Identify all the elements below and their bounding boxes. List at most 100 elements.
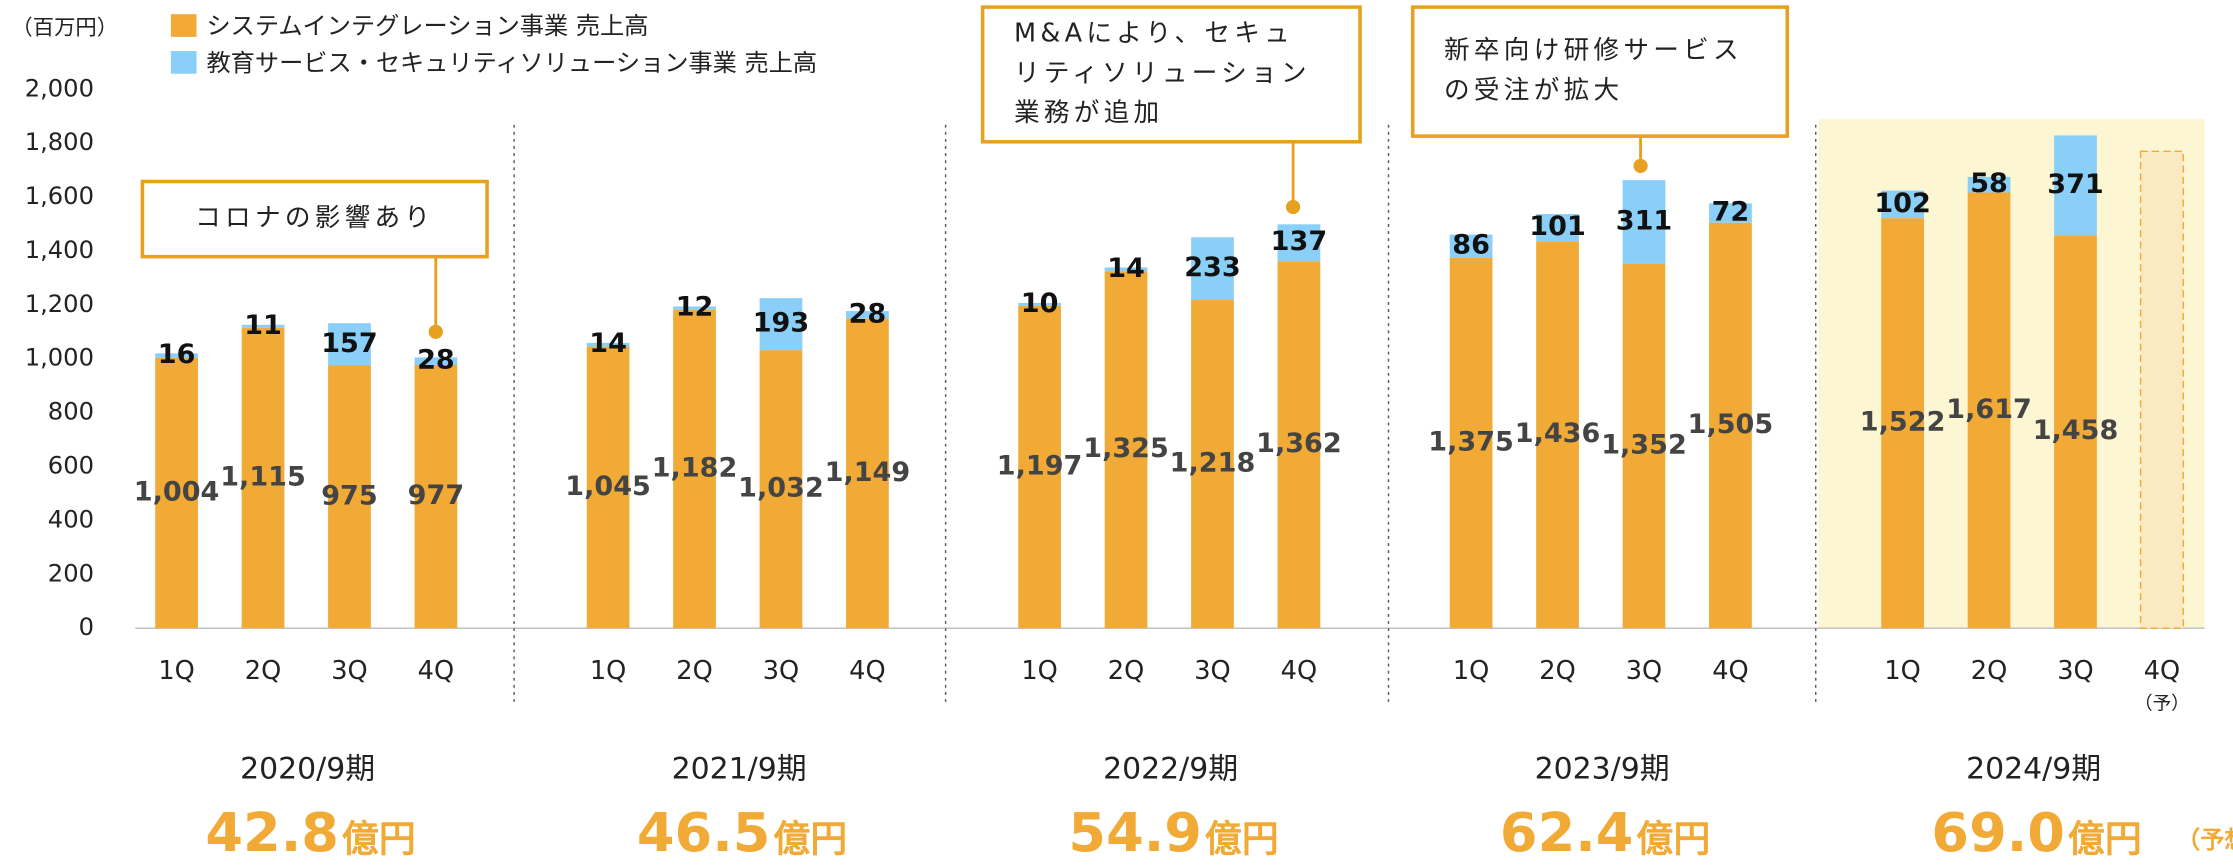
bar-segment xyxy=(155,353,198,358)
bar-segment xyxy=(155,357,198,629)
data-label: 975 xyxy=(321,480,377,511)
x-tick-label: 3Q xyxy=(763,656,799,686)
bar-segment xyxy=(1536,241,1579,629)
bar-segment xyxy=(1881,190,1924,219)
y-tick-label: 2,000 xyxy=(25,74,94,102)
callout-box xyxy=(140,179,489,259)
bar-segment xyxy=(1277,224,1321,262)
data-label: 1,032 xyxy=(738,473,824,504)
x-tick-label: 2Q xyxy=(1971,656,2007,686)
bar-segment xyxy=(1709,222,1752,629)
data-label: 1,617 xyxy=(1946,394,2032,425)
data-label: 1,522 xyxy=(1860,407,1946,438)
data-label: 977 xyxy=(408,480,464,511)
data-label: 1,375 xyxy=(1428,426,1514,457)
bar-segment xyxy=(1191,300,1234,629)
data-label: 102 xyxy=(1874,188,1930,219)
bar-segment xyxy=(846,318,889,629)
data-label: 371 xyxy=(2047,169,2103,200)
bar-segment xyxy=(1277,261,1321,629)
data-label: 14 xyxy=(1107,253,1145,284)
data-label: 137 xyxy=(1271,226,1327,257)
data-label: 233 xyxy=(1184,252,1240,283)
callout-text: コロナの影響あり xyxy=(195,203,434,233)
callout-text: 新卒向け研修サービス xyxy=(1444,36,1743,66)
period-unit: 億円 xyxy=(773,817,847,860)
data-label: 101 xyxy=(1529,211,1585,242)
x-tick-label: 2Q xyxy=(1539,656,1575,686)
bar-segment xyxy=(1104,271,1148,629)
data-label: 1,505 xyxy=(1688,409,1774,440)
period-label: 2023/9期 xyxy=(1535,752,1670,787)
bar-segment xyxy=(846,311,889,319)
period-total: 69.0 xyxy=(1931,801,2065,864)
callout-dot xyxy=(1285,199,1301,215)
x-tick-label: 3Q xyxy=(2057,656,2093,686)
bar-segment xyxy=(1967,176,2011,193)
data-label: 28 xyxy=(849,298,887,329)
bar-segment xyxy=(1018,302,1061,306)
period-total: 42.8 xyxy=(205,801,339,864)
y-tick-label: 1,400 xyxy=(25,236,94,264)
legend-label: システムインテグレーション事業 売上高 xyxy=(206,12,648,40)
legend-swatch xyxy=(170,14,197,37)
callout-dot xyxy=(428,324,443,339)
y-tick-label: 1,200 xyxy=(25,290,94,318)
data-label: 1,149 xyxy=(825,457,911,488)
y-tick-label: 0 xyxy=(79,613,94,641)
legend-swatch xyxy=(170,51,197,74)
bar-segment xyxy=(1967,192,2011,629)
x-tick-label: 4Q xyxy=(849,656,885,686)
callout-text: の受注が拡大 xyxy=(1444,75,1623,105)
y-tick-label: 1,600 xyxy=(25,182,94,210)
period-total: 54.9 xyxy=(1068,801,1202,864)
bar-segment xyxy=(2054,135,2097,236)
bar-segment xyxy=(673,309,716,629)
callout-text: M&Aにより、セキュ xyxy=(1014,19,1294,49)
x-tick-label: 4Q xyxy=(1712,656,1748,686)
data-label: 1,352 xyxy=(1601,430,1687,461)
data-label: 12 xyxy=(676,292,714,323)
bar-segment xyxy=(1104,267,1148,272)
x-tick-label: 4Q xyxy=(418,656,454,686)
data-label: 72 xyxy=(1712,197,1750,228)
y-tick-label: 200 xyxy=(48,559,94,587)
data-label: 1,458 xyxy=(2033,415,2119,446)
x-tick-label: 3Q xyxy=(1626,656,1662,686)
bar-segment xyxy=(1018,305,1061,629)
forecast-note: （予） xyxy=(2134,694,2190,715)
bar-segment xyxy=(759,298,803,351)
period-unit: 億円 xyxy=(342,817,416,860)
data-label: 1,325 xyxy=(1083,433,1169,464)
bar-segment xyxy=(673,306,716,310)
x-tick-label: 1Q xyxy=(158,656,194,686)
data-label: 1,182 xyxy=(652,452,738,483)
data-label: 16 xyxy=(158,339,196,370)
bar-segment xyxy=(1622,180,1666,264)
period-total: 62.4 xyxy=(1500,801,1634,864)
bar-segment xyxy=(1536,214,1579,242)
data-label: 10 xyxy=(1021,288,1059,319)
data-label: 1,197 xyxy=(997,450,1083,481)
x-tick-label: 1Q xyxy=(590,656,626,686)
data-label: 11 xyxy=(244,310,282,341)
x-tick-label: 3Q xyxy=(331,656,367,686)
x-tick-label: 1Q xyxy=(1884,656,1920,686)
y-tick-label: 1,800 xyxy=(25,128,94,156)
data-label: 58 xyxy=(1970,168,2008,199)
period-label: 2024/9期 xyxy=(1966,752,2101,787)
legend-label: 教育サービス・セキュリティソリューション事業 売上高 xyxy=(206,49,817,77)
x-tick-label: 2Q xyxy=(1108,656,1144,686)
data-label: 1,045 xyxy=(565,471,651,502)
bar-segment xyxy=(1449,257,1493,629)
bar-segment xyxy=(1191,237,1234,301)
x-tick-label: 2Q xyxy=(245,656,281,686)
x-tick-label: 4Q xyxy=(1281,656,1317,686)
bar-segment xyxy=(328,365,371,629)
data-label: 1,218 xyxy=(1170,448,1256,479)
y-tick-label: 800 xyxy=(48,398,94,426)
callout-dot xyxy=(1633,158,1648,173)
x-tick-label: 1Q xyxy=(1021,656,1057,686)
callout-text: 業務が追加 xyxy=(1014,98,1163,128)
